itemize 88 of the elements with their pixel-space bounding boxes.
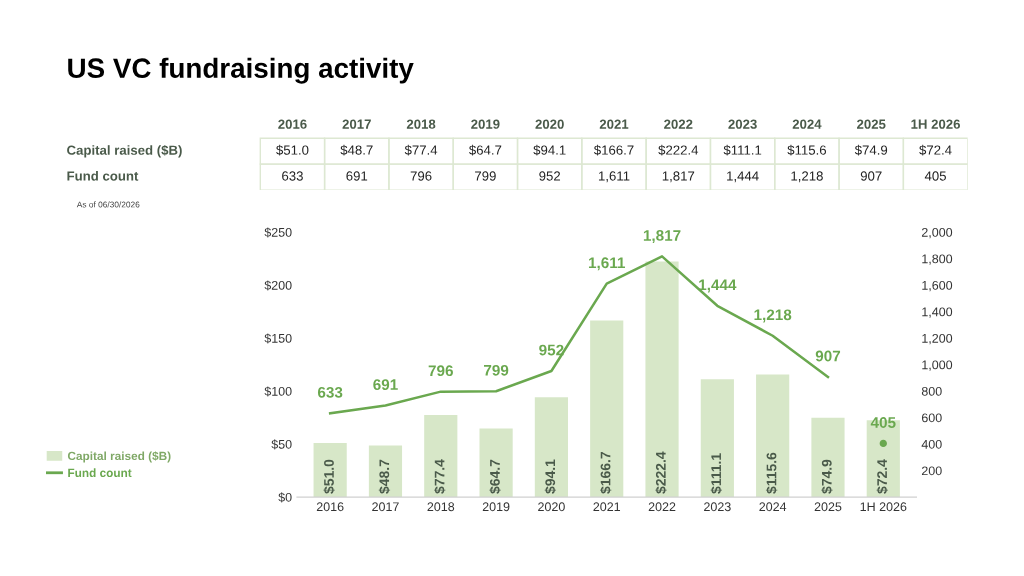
text: 907 <box>860 171 882 181</box>
legend-label: Fund count <box>68 468 132 478</box>
data-label: $222.4 <box>655 451 667 494</box>
y-tick-label: $100 <box>264 386 292 397</box>
text: 1,817 <box>662 171 695 183</box>
y-tick-label: $0 <box>278 492 292 503</box>
y-tick-label: $200 <box>264 280 292 291</box>
y2-tick-label: 1,200 <box>922 333 953 345</box>
data-label: 952 <box>539 344 564 356</box>
text: 1,444 <box>727 171 759 183</box>
y2-tick-label: 800 <box>921 386 942 396</box>
y2-tick-label: 1,400 <box>922 307 953 318</box>
data-label: 1,817 <box>643 230 681 244</box>
data-label: $72.4 <box>876 459 888 494</box>
data-label: 405 <box>870 417 896 428</box>
data-label: $74.9 <box>821 459 833 494</box>
text: $64.7 <box>469 144 502 156</box>
x-tick-label: 2018 <box>427 502 455 512</box>
y2-tick-label: 400 <box>921 439 942 449</box>
data-label: 907 <box>815 350 841 362</box>
text: $94.1 <box>533 144 566 156</box>
y-tick-label: $250 <box>264 227 292 238</box>
data-label: 1,444 <box>699 279 737 293</box>
y2-tick-label: 1,600 <box>922 280 953 292</box>
data-label: 633 <box>317 386 343 398</box>
category-label: 2016 <box>278 119 307 129</box>
text: $77.4 <box>404 144 438 156</box>
data-label: $115.6 <box>765 452 778 494</box>
category-label: 2017 <box>342 119 371 129</box>
x-tick-label: 2019 <box>482 502 510 512</box>
text: 633 <box>282 171 303 181</box>
data-label: $77.4 <box>434 459 446 494</box>
x-tick-label: 2017 <box>372 502 399 512</box>
text: 799 <box>475 171 496 181</box>
category-label: 2020 <box>535 119 564 129</box>
text: Fund count <box>67 170 139 181</box>
x-tick-label: 2020 <box>538 502 565 512</box>
data-label: 691 <box>373 379 398 391</box>
data-label: $166.7 <box>600 452 612 494</box>
text: $115.6 <box>787 144 827 156</box>
category-label: 2022 <box>664 119 693 129</box>
x-tick-label: 2025 <box>814 502 842 512</box>
data-label: $48.7 <box>378 459 391 494</box>
category-label: 2023 <box>728 119 757 129</box>
category-label: 2018 <box>406 119 436 129</box>
category-label: 2024 <box>792 119 822 129</box>
data-label: $51.0 <box>323 459 335 494</box>
text: $74.9 <box>854 144 888 156</box>
y-tick-label: $50 <box>271 439 292 450</box>
x-tick-label: 2016 <box>316 502 344 512</box>
y2-tick-label: 2,000 <box>921 227 953 239</box>
chart-title: US VC fundraising activity <box>68 57 414 84</box>
data-label: $94.1 <box>544 459 557 494</box>
text: As of 06/30/2026 <box>76 201 140 208</box>
data-label: 796 <box>428 365 453 377</box>
data-label: $64.7 <box>489 459 501 494</box>
x-tick-label: 2021 <box>593 502 621 512</box>
text: 1,218 <box>791 171 823 183</box>
x-tick-label: 2023 <box>704 502 731 512</box>
data-label: $111.1 <box>710 453 722 494</box>
text: $72.4 <box>919 144 952 156</box>
legend-label: Capital raised ($B) <box>67 451 171 463</box>
category-label: 2021 <box>599 119 629 129</box>
text: 796 <box>410 171 432 181</box>
y2-tick-label: 1,000 <box>922 360 953 371</box>
category-label: 1H 2026 <box>911 119 960 129</box>
x-tick-label: 2022 <box>648 502 676 512</box>
text: 952 <box>539 171 561 181</box>
data-label: 799 <box>484 364 509 376</box>
category-label: 2019 <box>471 119 500 129</box>
y2-tick-label: 1,800 <box>922 254 953 265</box>
y-tick-label: $150 <box>264 333 292 344</box>
x-tick-label: 1H 2026 <box>860 502 907 512</box>
category-label: 2025 <box>857 119 886 129</box>
text: 1,611 <box>598 171 630 183</box>
text: $222.4 <box>658 144 699 156</box>
y2-tick-label: 200 <box>921 466 942 476</box>
y2-tick-label: 600 <box>921 413 942 423</box>
text: Capital raised ($B) <box>67 144 182 158</box>
x-tick-label: 2024 <box>759 502 787 512</box>
data-label: 1,218 <box>754 309 792 323</box>
data-label: 1,611 <box>588 257 625 271</box>
text: $51.0 <box>276 144 309 156</box>
text: $166.7 <box>593 144 634 156</box>
text: $48.7 <box>340 144 373 156</box>
text: 691 <box>346 171 368 181</box>
text: 405 <box>924 171 946 181</box>
text: $111.1 <box>723 144 762 156</box>
